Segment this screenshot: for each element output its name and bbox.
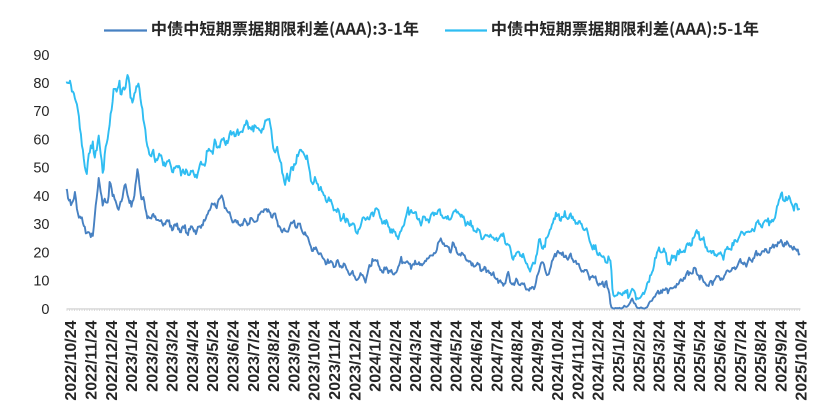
svg-text:2025/1/24: 2025/1/24 <box>611 320 628 391</box>
svg-text:30: 30 <box>33 217 49 233</box>
svg-text:2025/8/24: 2025/8/24 <box>753 320 770 391</box>
svg-text:2025/2/24: 2025/2/24 <box>631 320 648 391</box>
svg-text:2023/7/24: 2023/7/24 <box>246 320 263 391</box>
svg-text:2023/3/24: 2023/3/24 <box>165 320 182 391</box>
svg-text:60: 60 <box>33 133 49 149</box>
svg-text:2023/8/24: 2023/8/24 <box>266 320 283 391</box>
svg-text:90: 90 <box>33 48 49 64</box>
svg-text:2023/9/24: 2023/9/24 <box>286 320 303 391</box>
svg-text:2023/12/24: 2023/12/24 <box>347 320 364 400</box>
svg-text:2025/6/24: 2025/6/24 <box>713 320 730 391</box>
svg-text:2023/11/24: 2023/11/24 <box>327 320 344 399</box>
svg-text:2023/2/24: 2023/2/24 <box>144 320 161 391</box>
svg-text:20: 20 <box>33 245 49 261</box>
svg-text:2022/11/24: 2022/11/24 <box>84 320 101 399</box>
svg-text:2025/7/24: 2025/7/24 <box>733 320 750 391</box>
svg-text:2022/12/24: 2022/12/24 <box>104 320 121 400</box>
svg-text:2023/4/24: 2023/4/24 <box>185 320 202 391</box>
svg-text:2023/10/24: 2023/10/24 <box>307 320 324 400</box>
svg-text:2025/10/24: 2025/10/24 <box>794 320 811 400</box>
svg-text:0: 0 <box>41 302 49 318</box>
svg-text:2024/6/24: 2024/6/24 <box>469 320 486 391</box>
svg-text:10: 10 <box>33 274 49 290</box>
svg-text:2024/3/24: 2024/3/24 <box>408 320 425 391</box>
svg-text:2023/1/24: 2023/1/24 <box>124 320 141 391</box>
svg-text:50: 50 <box>33 161 49 177</box>
svg-text:70: 70 <box>33 104 49 120</box>
svg-text:40: 40 <box>33 189 49 205</box>
svg-text:2024/10/24: 2024/10/24 <box>550 320 567 400</box>
svg-text:2024/11/24: 2024/11/24 <box>571 320 588 399</box>
svg-text:2023/5/24: 2023/5/24 <box>205 320 222 391</box>
svg-text:2024/7/24: 2024/7/24 <box>489 320 506 391</box>
svg-text:2025/9/24: 2025/9/24 <box>773 320 790 391</box>
svg-text:2024/8/24: 2024/8/24 <box>510 320 527 391</box>
svg-text:2024/5/24: 2024/5/24 <box>449 320 466 391</box>
svg-text:2025/3/24: 2025/3/24 <box>652 320 669 391</box>
svg-text:2022/10/24: 2022/10/24 <box>63 320 80 400</box>
svg-text:2024/4/24: 2024/4/24 <box>428 320 445 391</box>
svg-text:2024/9/24: 2024/9/24 <box>530 320 547 391</box>
svg-text:2024/12/24: 2024/12/24 <box>591 320 608 400</box>
svg-text:2023/6/24: 2023/6/24 <box>226 320 243 391</box>
svg-text:2024/2/24: 2024/2/24 <box>388 320 405 391</box>
svg-text:2024/1/24: 2024/1/24 <box>368 320 385 391</box>
svg-text:80: 80 <box>33 76 49 92</box>
svg-text:2025/5/24: 2025/5/24 <box>692 320 709 391</box>
svg-text:2025/4/24: 2025/4/24 <box>672 320 689 391</box>
